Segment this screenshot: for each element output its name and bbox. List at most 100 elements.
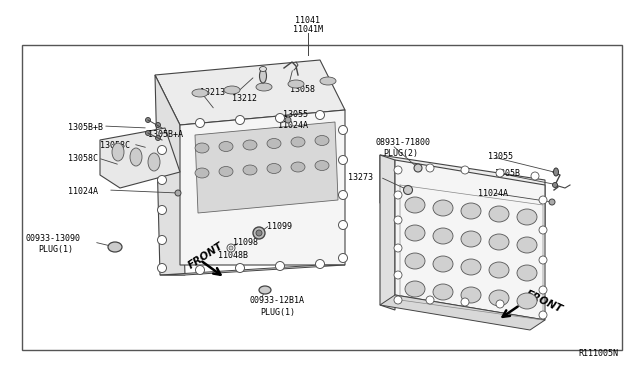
- Ellipse shape: [517, 265, 537, 281]
- Polygon shape: [380, 155, 545, 228]
- Ellipse shape: [433, 256, 453, 272]
- Ellipse shape: [394, 191, 402, 199]
- Ellipse shape: [339, 221, 348, 230]
- Ellipse shape: [236, 263, 244, 273]
- Ellipse shape: [394, 166, 402, 174]
- Ellipse shape: [539, 226, 547, 234]
- Polygon shape: [100, 128, 180, 188]
- Ellipse shape: [175, 190, 181, 196]
- Ellipse shape: [256, 83, 272, 91]
- Ellipse shape: [267, 164, 281, 173]
- Text: 11024A: 11024A: [478, 189, 508, 198]
- Ellipse shape: [157, 235, 166, 244]
- Ellipse shape: [461, 166, 469, 174]
- Text: 11024A: 11024A: [68, 187, 98, 196]
- Ellipse shape: [157, 176, 166, 185]
- Ellipse shape: [157, 145, 166, 154]
- Polygon shape: [160, 265, 345, 275]
- Ellipse shape: [339, 125, 348, 135]
- Ellipse shape: [316, 260, 324, 269]
- Ellipse shape: [461, 231, 481, 247]
- Ellipse shape: [461, 287, 481, 303]
- Ellipse shape: [224, 86, 240, 94]
- Ellipse shape: [433, 284, 453, 300]
- Ellipse shape: [275, 262, 285, 270]
- Ellipse shape: [148, 153, 160, 171]
- Ellipse shape: [549, 199, 555, 205]
- Bar: [22, 45, 622, 350]
- Ellipse shape: [259, 67, 266, 71]
- Ellipse shape: [394, 216, 402, 224]
- Polygon shape: [380, 295, 545, 330]
- Ellipse shape: [291, 162, 305, 172]
- Ellipse shape: [461, 203, 481, 219]
- Ellipse shape: [253, 227, 265, 239]
- Ellipse shape: [315, 135, 329, 145]
- Text: 1305B+B: 1305B+B: [68, 123, 103, 132]
- Ellipse shape: [339, 253, 348, 263]
- Ellipse shape: [496, 300, 504, 308]
- Text: R111005N: R111005N: [578, 349, 618, 358]
- Polygon shape: [380, 155, 395, 310]
- Ellipse shape: [130, 148, 142, 166]
- Ellipse shape: [517, 293, 537, 309]
- Ellipse shape: [156, 135, 161, 141]
- Ellipse shape: [243, 165, 257, 175]
- Ellipse shape: [461, 259, 481, 275]
- Text: 11041: 11041: [296, 16, 321, 25]
- Polygon shape: [395, 160, 545, 320]
- Polygon shape: [195, 122, 338, 213]
- Text: 1305B+A: 1305B+A: [148, 130, 183, 139]
- Ellipse shape: [227, 244, 235, 252]
- Text: 00933-12B1A: 00933-12B1A: [250, 296, 305, 305]
- Text: 13273: 13273: [348, 173, 373, 182]
- Ellipse shape: [108, 242, 122, 252]
- Ellipse shape: [316, 110, 324, 119]
- Ellipse shape: [195, 266, 205, 275]
- Ellipse shape: [320, 77, 336, 85]
- Ellipse shape: [339, 155, 348, 164]
- Text: FRONT: FRONT: [186, 241, 225, 271]
- Ellipse shape: [229, 246, 233, 250]
- Ellipse shape: [539, 286, 547, 294]
- Polygon shape: [180, 110, 345, 265]
- Ellipse shape: [145, 131, 150, 135]
- Ellipse shape: [531, 172, 539, 180]
- Ellipse shape: [195, 168, 209, 178]
- Ellipse shape: [405, 225, 425, 241]
- Text: 08931-71800: 08931-71800: [375, 138, 430, 147]
- Ellipse shape: [285, 117, 291, 123]
- Ellipse shape: [426, 296, 434, 304]
- Ellipse shape: [259, 69, 266, 83]
- Text: 13058C: 13058C: [100, 141, 130, 150]
- Text: 13055: 13055: [283, 110, 308, 119]
- Text: 13058: 13058: [290, 85, 315, 94]
- Text: FRONT: FRONT: [524, 289, 564, 315]
- Ellipse shape: [157, 263, 166, 273]
- Ellipse shape: [426, 164, 434, 172]
- Ellipse shape: [403, 186, 413, 195]
- Ellipse shape: [489, 262, 509, 278]
- Ellipse shape: [461, 298, 469, 306]
- Text: 11048B: 11048B: [218, 251, 248, 260]
- Ellipse shape: [112, 143, 124, 161]
- Ellipse shape: [394, 271, 402, 279]
- Ellipse shape: [267, 138, 281, 148]
- Ellipse shape: [156, 122, 161, 128]
- Ellipse shape: [256, 230, 262, 236]
- Ellipse shape: [339, 190, 348, 199]
- Ellipse shape: [433, 200, 453, 216]
- Ellipse shape: [539, 256, 547, 264]
- Ellipse shape: [405, 253, 425, 269]
- Ellipse shape: [291, 137, 305, 147]
- Text: PLUG(2): PLUG(2): [383, 149, 418, 158]
- Ellipse shape: [552, 183, 557, 187]
- Polygon shape: [155, 75, 185, 275]
- Text: 11024A: 11024A: [278, 121, 308, 130]
- Ellipse shape: [394, 296, 402, 304]
- Text: 11098: 11098: [233, 238, 258, 247]
- Text: 13213: 13213: [200, 88, 225, 97]
- Text: 11041M: 11041M: [293, 25, 323, 34]
- Text: 13055: 13055: [488, 152, 513, 161]
- Text: 13212: 13212: [232, 94, 257, 103]
